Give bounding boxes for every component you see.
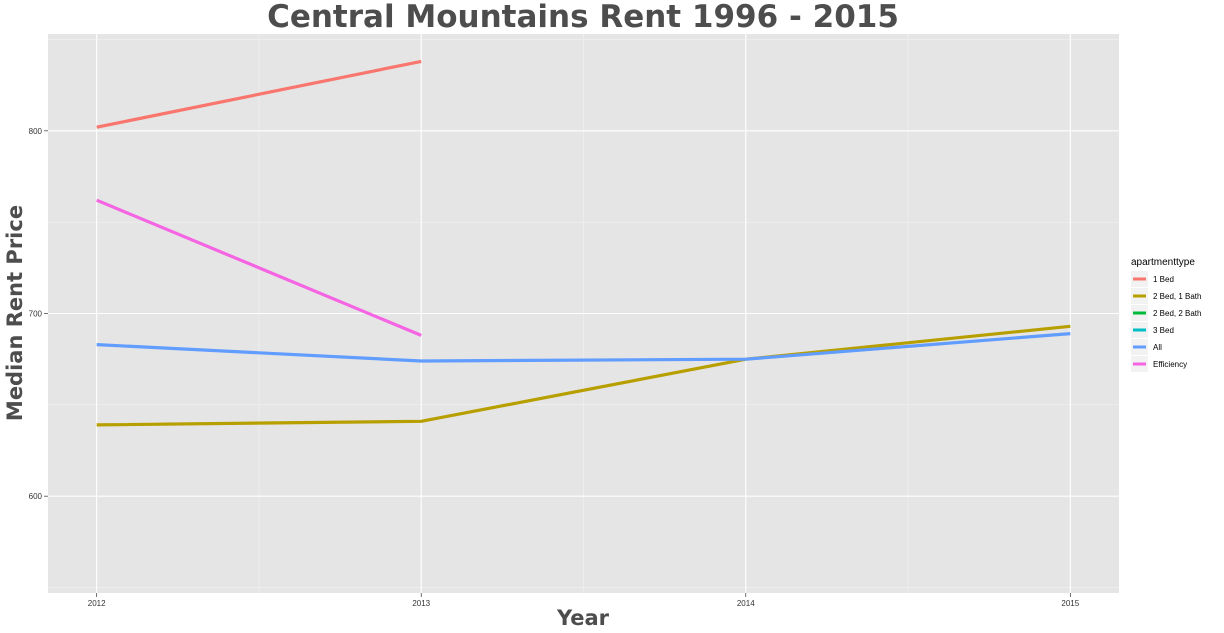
y-tick-label: 700 [29, 310, 43, 319]
legend-title: apartmenttype [1131, 257, 1195, 268]
series-line-all [96, 332, 1071, 363]
y-axis: 600 700 800 [29, 127, 48, 501]
x-tick-label: 2012 [88, 599, 106, 608]
y-tick-label: 600 [29, 492, 43, 501]
grid-major [48, 34, 1119, 593]
series-line-1-bed [96, 59, 422, 129]
legend-label: 1 Bed [1153, 275, 1174, 284]
y-tick-label: 800 [29, 127, 43, 136]
series-line-efficiency [96, 198, 422, 337]
legend-label: 2 Bed, 1 Bath [1153, 292, 1201, 301]
legend-label: 2 Bed, 2 Bath [1153, 309, 1201, 318]
x-tick-label: 2014 [737, 599, 755, 608]
legend: apartmenttype 1 Bed 2 Bed, 1 Bath 2 Bed, 2… [1131, 257, 1201, 372]
y-axis-title: Median Rent Price [3, 205, 27, 421]
x-tick-label: 2015 [1061, 599, 1079, 608]
x-axis-title: Year [556, 606, 610, 630]
chart-title: Central Mountains Rent 1996 - 2015 [267, 0, 899, 35]
series-line-2-bed-1-bath [96, 324, 1071, 427]
x-tick-label: 2013 [412, 599, 430, 608]
legend-label: Efficiency [1153, 360, 1187, 369]
legend-label: 3 Bed [1153, 326, 1174, 335]
x-axis: 2012 2013 2014 2015 [88, 593, 1080, 608]
series-lines [96, 59, 1071, 427]
legend-label: All [1153, 343, 1162, 352]
